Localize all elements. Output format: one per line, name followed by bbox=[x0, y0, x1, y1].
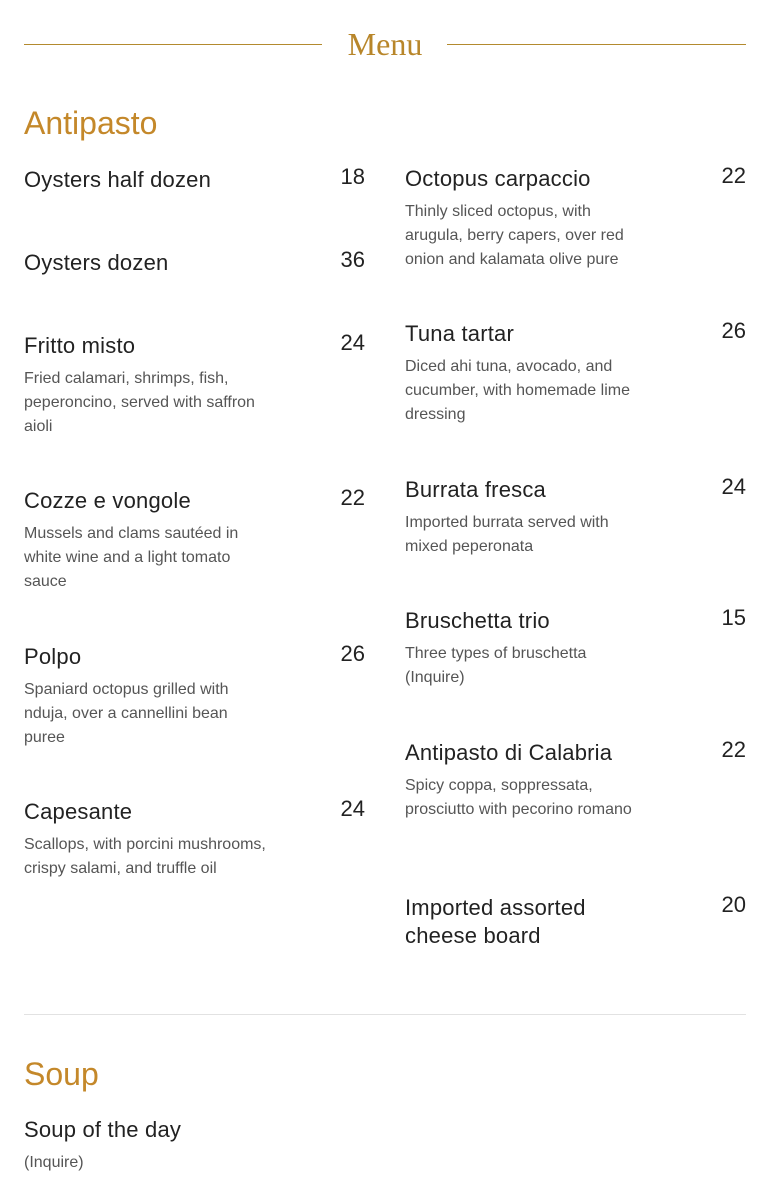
menu-item-description: Scallops, with porcini mushrooms, crispy… bbox=[24, 836, 266, 877]
menu-item-description: Thinly sliced octopus, with arugula, ber… bbox=[405, 203, 624, 268]
menu-item-price: 26 bbox=[721, 318, 746, 343]
menu-item-price: 24 bbox=[721, 474, 746, 499]
menu-item: Antipasto di Calabria 22 Spicy coppa, sopp… bbox=[405, 737, 746, 822]
menu-item-description: Spicy coppa, soppressata, prosciutto wit… bbox=[405, 777, 632, 818]
section-title-antipasto: Antipasto bbox=[24, 105, 158, 141]
menu-item-name: Octopus carpaccio bbox=[405, 166, 591, 191]
menu-item-description: Imported burrata served with mixed peper… bbox=[405, 514, 609, 555]
menu-item-name: Bruschetta trio bbox=[405, 608, 550, 633]
menu-item-price: 18 bbox=[340, 164, 365, 189]
page-title: Menu bbox=[347, 26, 423, 62]
menu-item-name: Tuna tartar bbox=[405, 321, 514, 346]
menu-item: Cozze e vongole 22 Mussels and clams sauté… bbox=[24, 485, 365, 594]
menu-item-price: 24 bbox=[340, 330, 365, 355]
menu-item-description: Spaniard octopus grilled with nduja, ove… bbox=[24, 681, 229, 746]
menu-item-name: Antipasto di Calabria bbox=[405, 740, 613, 765]
menu-item-description: Fried calamari, shrimps, fish, peperonci… bbox=[24, 370, 255, 435]
menu-item-price: 15 bbox=[721, 605, 746, 630]
menu-item-name: Oysters half dozen bbox=[24, 167, 212, 192]
menu-item: Bruschetta trio 15 Three types of bruschet… bbox=[405, 605, 746, 690]
menu-item-description: Three types of bruschetta (Inquire) bbox=[405, 645, 587, 686]
menu-item-name: Capesante bbox=[24, 799, 133, 824]
menu-item: Soup of the day (Inquire) bbox=[24, 1116, 365, 1175]
menu-item: Capesante 24 Scallops, with porcini mushro… bbox=[24, 796, 365, 881]
menu-item-name: Soup of the day bbox=[24, 1117, 182, 1142]
menu-item-name: Cozze e vongole bbox=[24, 488, 191, 513]
menu-item-price: 22 bbox=[340, 485, 365, 510]
menu-item-name: Burrata fresca bbox=[405, 477, 546, 502]
menu-item-description: Diced ahi tuna, avocado, and cucumber, w… bbox=[405, 358, 630, 423]
title-rule-left bbox=[24, 44, 322, 45]
menu-item-description: Mussels and clams sautéed in white wine … bbox=[24, 525, 239, 590]
menu-item: Oysters half dozen 18 bbox=[24, 164, 365, 194]
section-divider bbox=[24, 1014, 746, 1015]
menu-item-price: 22 bbox=[721, 163, 746, 188]
menu-item-price: 36 bbox=[340, 247, 365, 272]
menu-item: Oysters dozen 36 bbox=[24, 247, 365, 277]
menu-item: Burrata fresca 24 Imported burrata served … bbox=[405, 474, 746, 559]
menu-item-price: 22 bbox=[721, 737, 746, 762]
menu-item-price: 20 bbox=[721, 892, 746, 917]
menu-item-name: Fritto misto bbox=[24, 333, 136, 358]
menu-item-name: Imported assorted cheese board bbox=[405, 895, 586, 948]
title-rule-right bbox=[447, 44, 746, 45]
menu-item-name: Polpo bbox=[24, 644, 82, 669]
menu-item-name: Oysters dozen bbox=[24, 250, 169, 275]
section-title-soup: Soup bbox=[24, 1056, 99, 1092]
menu-item: Imported assorted cheese board 20 bbox=[405, 892, 746, 950]
menu-item-price: 26 bbox=[340, 641, 365, 666]
menu-item: Tuna tartar 26 Diced ahi tuna, avocado, an… bbox=[405, 318, 746, 427]
menu-item: Polpo 26 Spaniard octopus grilled with ndu… bbox=[24, 641, 365, 750]
menu-item-description: (Inquire) bbox=[24, 1154, 84, 1171]
menu-item: Fritto misto 24 Fried calamari, shrimps, f… bbox=[24, 330, 365, 439]
menu-item: Octopus carpaccio 22 Thinly sliced octopus… bbox=[405, 163, 746, 272]
menu-item-price: 24 bbox=[340, 796, 365, 821]
